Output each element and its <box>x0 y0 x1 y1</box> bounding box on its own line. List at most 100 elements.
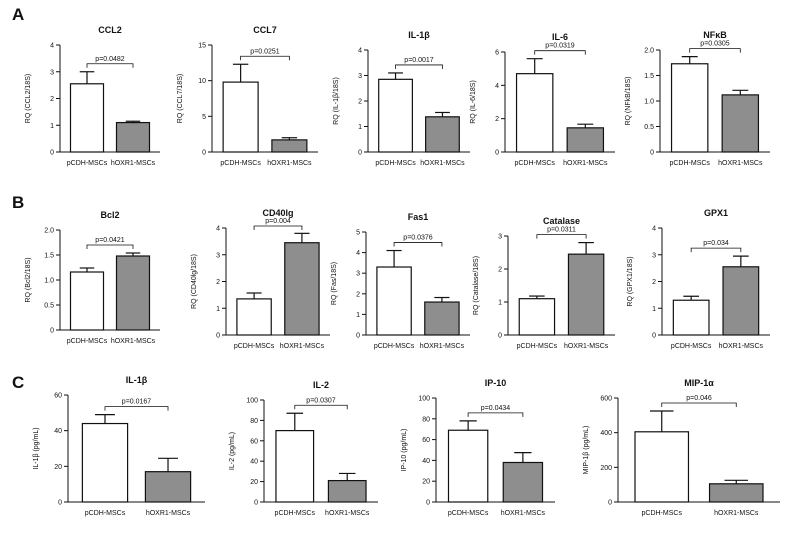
y-tick-label: 20 <box>54 464 62 471</box>
x-tick-label: hOXR1-MSCs <box>718 160 763 167</box>
x-tick-label: pCDH-MSCs <box>517 343 558 350</box>
y-axis-label: MIP-1β (pg/mL) <box>583 426 590 475</box>
y-axis-label: RQ (Fas/18S) <box>331 262 338 305</box>
y-axis-label: RQ (CCL2/18S) <box>25 74 32 123</box>
significance-bracket <box>86 63 134 68</box>
p-value-label: p=0.0319 <box>545 43 574 50</box>
bar <box>271 139 308 153</box>
y-tick-label: 4 <box>356 250 360 257</box>
chart-12: IL-2 0 20 40 60 80 100 IL-2 (pg/mL) pCDH-MSCs hOX… <box>229 380 378 517</box>
x-tick-label: pCDH-MSCs <box>642 510 683 517</box>
bar <box>447 429 489 503</box>
y-tick-label: 4 <box>652 226 656 233</box>
y-tick-label: 0.5 <box>644 124 654 131</box>
y-tick-label: 1 <box>356 312 360 319</box>
p-value-label: p=0.0311 <box>547 227 576 234</box>
y-tick-label: 2 <box>495 116 499 123</box>
x-tick-label: pCDH-MSCs <box>375 160 416 167</box>
y-tick-label: 3 <box>652 252 656 259</box>
y-tick-label: 20 <box>422 479 430 486</box>
chart-4: IL-6 0 2 4 6 RQ (IL-6/18S) pCDH-MSCs hOXR1-MSCs… <box>470 32 615 167</box>
y-tick-label: 2 <box>652 279 656 286</box>
y-tick-label: 2 <box>216 279 220 286</box>
chart-13: IP-10 0 20 40 60 80 100 IP-10 (pg/mL) pCDH-MSCs h… <box>401 378 555 517</box>
x-tick-label: pCDH-MSCs <box>234 343 275 350</box>
y-tick-label: 1 <box>216 306 220 313</box>
y-axis-label: RQ (CCL7/18S) <box>177 74 184 123</box>
y-tick-label: 5 <box>202 114 206 121</box>
x-tick-label: hOXR1-MSCs <box>267 160 312 167</box>
bar <box>327 479 367 503</box>
y-tick-label: 2 <box>50 96 54 103</box>
chart-title: NFκB <box>703 30 727 40</box>
y-tick-label: 2 <box>356 291 360 298</box>
bar <box>722 266 760 336</box>
p-value-label: p=0.0434 <box>481 405 510 412</box>
significance-bracket <box>661 402 737 407</box>
x-tick-label: pCDH-MSCs <box>671 343 712 350</box>
y-tick-label: 4 <box>216 226 220 233</box>
y-tick-label: 400 <box>600 430 612 437</box>
y-tick-label: 1 <box>498 300 502 307</box>
p-value-label: p=0.0305 <box>700 41 729 48</box>
y-tick-label: 0 <box>650 150 654 157</box>
x-tick-label: pCDH-MSCs <box>67 160 108 167</box>
bar <box>566 127 605 153</box>
y-tick-label: 0 <box>254 500 258 507</box>
chart-5: NFκB 0 0.5 1.0 1.5 2.0 RQ (NFkB/18S) pCDH-MSCs h… <box>625 30 770 167</box>
bar <box>144 471 192 503</box>
y-tick-label: 0 <box>358 150 362 157</box>
y-axis-label: IP-10 (pg/mL) <box>401 429 408 472</box>
chart-title: CCL7 <box>253 25 277 35</box>
y-tick-label: 0 <box>652 333 656 340</box>
bar <box>425 116 460 153</box>
y-tick-label: 0 <box>216 333 220 340</box>
p-value-label: p=0.0421 <box>95 237 124 244</box>
x-tick-label: pCDH-MSCs <box>85 510 126 517</box>
bar <box>515 73 554 153</box>
x-tick-label: hOXR1-MSCs <box>111 338 156 345</box>
chart-title: Catalase <box>543 216 580 226</box>
y-tick-label: 10 <box>198 78 206 85</box>
y-tick-label: 600 <box>600 396 612 403</box>
y-axis-label: IL-2 (pg/mL) <box>229 432 236 470</box>
p-value-label: p=0.0167 <box>122 399 151 406</box>
y-tick-label: 1.0 <box>44 278 54 285</box>
chart-3: IL-1β 0 1 2 3 4 RQ (IL-1β/18S) pCDH-MSCs hOXR1-M… <box>333 30 470 167</box>
y-tick-label: 0 <box>50 150 54 157</box>
x-tick-label: hOXR1-MSCs <box>280 343 325 350</box>
p-value-label: p=0.0482 <box>95 56 124 63</box>
bar <box>672 299 710 336</box>
bar <box>634 431 690 503</box>
y-tick-label: 3 <box>216 252 220 259</box>
y-axis-label: RQ (IL-1β/18S) <box>333 77 340 125</box>
y-axis-label: IL-1β (pg/mL) <box>33 427 40 469</box>
y-axis-label: RQ (GPX1/18S) <box>627 256 634 306</box>
significance-bracket <box>534 50 586 55</box>
p-value-label: p=0.034 <box>703 240 729 247</box>
y-tick-label: 40 <box>422 458 430 465</box>
x-tick-label: hOXR1-MSCs <box>146 510 191 517</box>
chart-9: Catalase 0 1 2 3 RQ (Catalase/18S) pCDH-MSCs hO… <box>473 216 615 350</box>
y-tick-label: 0 <box>58 500 62 507</box>
x-tick-label: hOXR1-MSCs <box>420 343 465 350</box>
y-tick-label: 3 <box>358 73 362 80</box>
p-value-label: p=0.004 <box>265 218 291 225</box>
chart-title: IP-10 <box>485 378 507 388</box>
bar <box>567 253 605 336</box>
significance-bracket <box>253 225 303 230</box>
y-tick-label: 3 <box>498 234 502 241</box>
p-value-label: p=0.0307 <box>306 397 335 404</box>
y-tick-label: 20 <box>250 479 258 486</box>
significance-bracket <box>393 242 443 247</box>
y-tick-label: 1 <box>358 124 362 131</box>
y-tick-label: 3 <box>356 271 360 278</box>
chart-14: MIP-1α 0 200 400 600 MIP-1β (pg/mL) pCDH-MSCs h… <box>583 378 780 517</box>
y-tick-label: 100 <box>418 396 430 403</box>
significance-bracket <box>689 48 741 53</box>
x-tick-label: pCDH-MSCs <box>67 338 108 345</box>
y-tick-label: 2 <box>498 267 502 274</box>
significance-bracket <box>86 244 134 249</box>
y-tick-label: 6 <box>495 50 499 57</box>
